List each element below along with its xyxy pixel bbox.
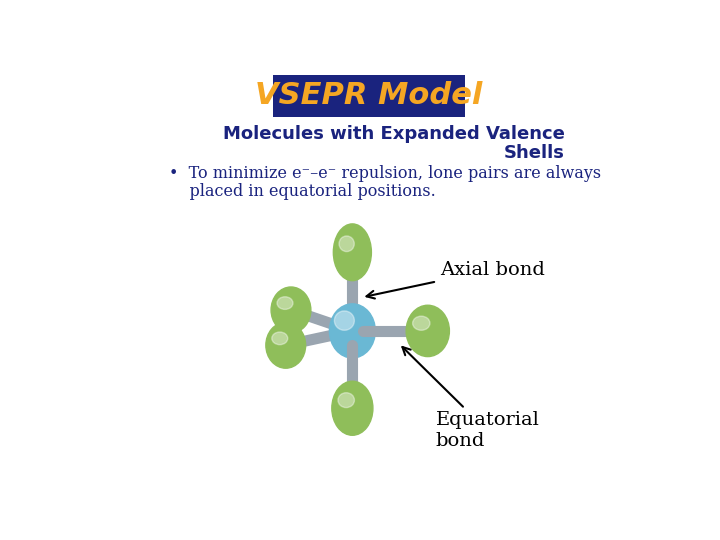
Ellipse shape [406,305,449,356]
Text: VSEPR Model: VSEPR Model [256,82,482,111]
Ellipse shape [413,316,430,330]
Text: Molecules with Expanded Valence: Molecules with Expanded Valence [222,125,564,143]
Ellipse shape [333,224,372,281]
Text: Shells: Shells [503,144,564,162]
Ellipse shape [271,287,311,333]
Ellipse shape [334,311,354,330]
Ellipse shape [339,236,354,252]
Ellipse shape [330,304,375,358]
Ellipse shape [277,297,293,309]
Ellipse shape [266,322,306,368]
Text: •  To minimize e⁻–e⁻ repulsion, lone pairs are always: • To minimize e⁻–e⁻ repulsion, lone pair… [169,165,601,181]
Ellipse shape [338,393,354,408]
FancyBboxPatch shape [274,75,464,117]
Text: placed in equatorial positions.: placed in equatorial positions. [169,183,436,200]
Text: Equatorial
bond: Equatorial bond [402,347,539,450]
Ellipse shape [272,332,288,345]
Text: Axial bond: Axial bond [366,261,544,299]
Ellipse shape [332,381,373,435]
